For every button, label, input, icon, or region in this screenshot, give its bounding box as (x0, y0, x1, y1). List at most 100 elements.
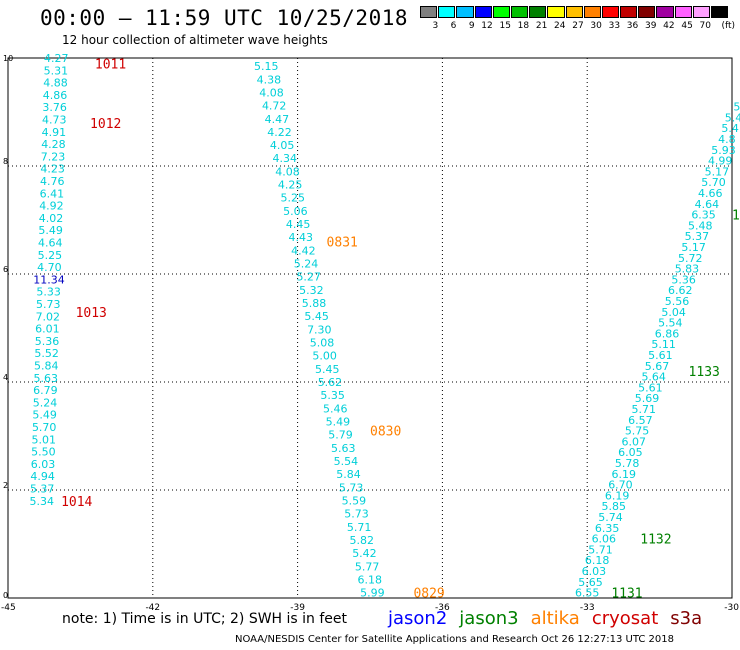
legend-swatch (547, 6, 565, 18)
wave-height-label: 5.70 (701, 176, 726, 189)
wave-height-label: 5.77 (355, 560, 380, 573)
wave-height-label: 6.57 (628, 414, 653, 427)
track-time-label: 0830 (370, 425, 401, 440)
wave-height-label: 5.31 (44, 64, 69, 77)
wave-height-label: 4.86 (43, 89, 68, 102)
wave-height-label: 5.82 (350, 534, 375, 547)
wave-height-label: 5.61 (638, 381, 663, 394)
wave-height-label: 5.4 (725, 111, 740, 124)
wave-height-label: 5 (733, 101, 740, 114)
wave-height-label: 5.83 (675, 263, 700, 276)
legend-swatch (583, 6, 601, 18)
wave-height-label: 5.00 (312, 350, 337, 363)
wave-height-label: 5.78 (615, 457, 640, 470)
wave-height-label: 5.73 (344, 508, 369, 521)
wave-height-label: 5.01 (32, 433, 57, 446)
plot-frame (7, 57, 733, 599)
color-scale-legend (420, 6, 729, 18)
legend-label: 6 (450, 21, 457, 31)
wave-height-label: 5.64 (641, 371, 666, 384)
legend-swatch (420, 6, 438, 18)
axis-ticks: -45 -42 -39 -36 -33 -30 0 2 4 6 8 10 (1, 54, 739, 613)
wave-height-label: 4.27 (44, 52, 69, 65)
wave-height-label: 5.71 (347, 521, 372, 534)
wave-height-label: 6.03 (582, 565, 607, 578)
wave-height-label: 6.03 (31, 458, 56, 471)
wave-height-label: 5.11 (651, 338, 676, 351)
y-tick-label: 6 (3, 265, 8, 274)
legend-swatch (438, 6, 456, 18)
wave-height-label: 5.32 (299, 284, 324, 297)
legend-label: 12 (481, 21, 493, 31)
wave-height-label: 4.22 (267, 126, 292, 139)
wave-height-label: 5.49 (38, 224, 63, 237)
wave-height-label: 5.36 (671, 273, 696, 286)
wave-height-label: 5.73 (339, 481, 364, 494)
wave-height-label: 5.67 (645, 360, 670, 373)
y-tick-label: 0 (3, 591, 8, 600)
wave-height-label: 4.72 (262, 100, 287, 113)
x-tick-label: -33 (580, 603, 595, 613)
wave-height-label: 6.19 (605, 489, 630, 502)
wave-height-label: 6.19 (612, 468, 637, 481)
legend-swatch (692, 6, 710, 18)
wave-height-label: 5.52 (34, 347, 59, 360)
legend-label: 36 (626, 21, 639, 31)
y-tick-label: 4 (3, 373, 8, 382)
legend-swatch (510, 6, 529, 18)
wave-height-label: 5.99 (360, 587, 385, 600)
wave-height-label: 7.30 (307, 323, 332, 336)
legend-swatch (601, 6, 620, 18)
wave-height-label: 5.45 (304, 310, 329, 323)
satellite-legend: jason2 jason3 altika cryosat s3a (388, 608, 714, 629)
legend-label: 21 (535, 21, 548, 31)
wave-height-label: 4.02 (39, 212, 64, 225)
wave-height-label: 5.24 (294, 258, 319, 271)
track-time-label: 1011 (95, 57, 126, 72)
legend-swatch (565, 6, 583, 18)
wave-height-label: 5.75 (625, 425, 650, 438)
wave-height-label: 5.54 (334, 455, 359, 468)
legend-swatch (711, 6, 729, 18)
legend-swatch (620, 6, 638, 18)
wave-height-label: 4.08 (275, 165, 300, 178)
wave-height-label: 5.35 (320, 389, 345, 402)
wave-height-label: 4.64 (695, 198, 720, 211)
wave-height-label: 4.66 (698, 187, 723, 200)
wave-height-label: 5.74 (598, 511, 623, 524)
wave-height-label: 5.69 (635, 392, 660, 405)
wave-height-label: 5.70 (32, 421, 57, 434)
legend-label: 42 (663, 21, 675, 31)
legend-label: 27 (572, 21, 584, 31)
legend-label: 70 (699, 21, 711, 31)
track-time-label: 1013 (76, 306, 107, 321)
x-tick-label: -42 (145, 603, 160, 613)
track-time-label: 0831 (327, 236, 358, 251)
wave-height-label: 5.25 (281, 192, 306, 205)
wave-height-label: 6.06 (592, 533, 617, 546)
track-time-label: 1 (732, 209, 740, 224)
wave-height-label: 4.70 (37, 261, 62, 274)
wave-height-label: 4.08 (259, 86, 284, 99)
wave-height-label: 6.55 (575, 587, 600, 600)
legend-swatch (638, 6, 656, 18)
track-time-label: 1014 (61, 495, 92, 510)
wave-height-label: 5.71 (631, 403, 656, 416)
satellite-name: jason2 (388, 608, 448, 629)
wave-height-label: 4.23 (40, 163, 65, 176)
wave-height-label: 4.43 (288, 231, 313, 244)
wave-height-label: 5.73 (36, 298, 61, 311)
wave-height-label: 6.70 (608, 479, 633, 492)
wave-height-label: 4.73 (42, 114, 67, 127)
legend-unit: (ft) (721, 21, 735, 31)
wave-height-label: 6.35 (691, 209, 716, 222)
x-tick-label: -39 (290, 603, 305, 613)
wave-height-label: 4.99 (708, 155, 733, 168)
wave-height-label: 6.18 (585, 554, 610, 567)
y-tick-label: 8 (3, 157, 8, 166)
satellite-name: altika (530, 608, 580, 629)
legend-swatch (492, 6, 510, 18)
legend-swatch (456, 6, 474, 18)
wave-height-label: 5.50 (31, 446, 56, 459)
